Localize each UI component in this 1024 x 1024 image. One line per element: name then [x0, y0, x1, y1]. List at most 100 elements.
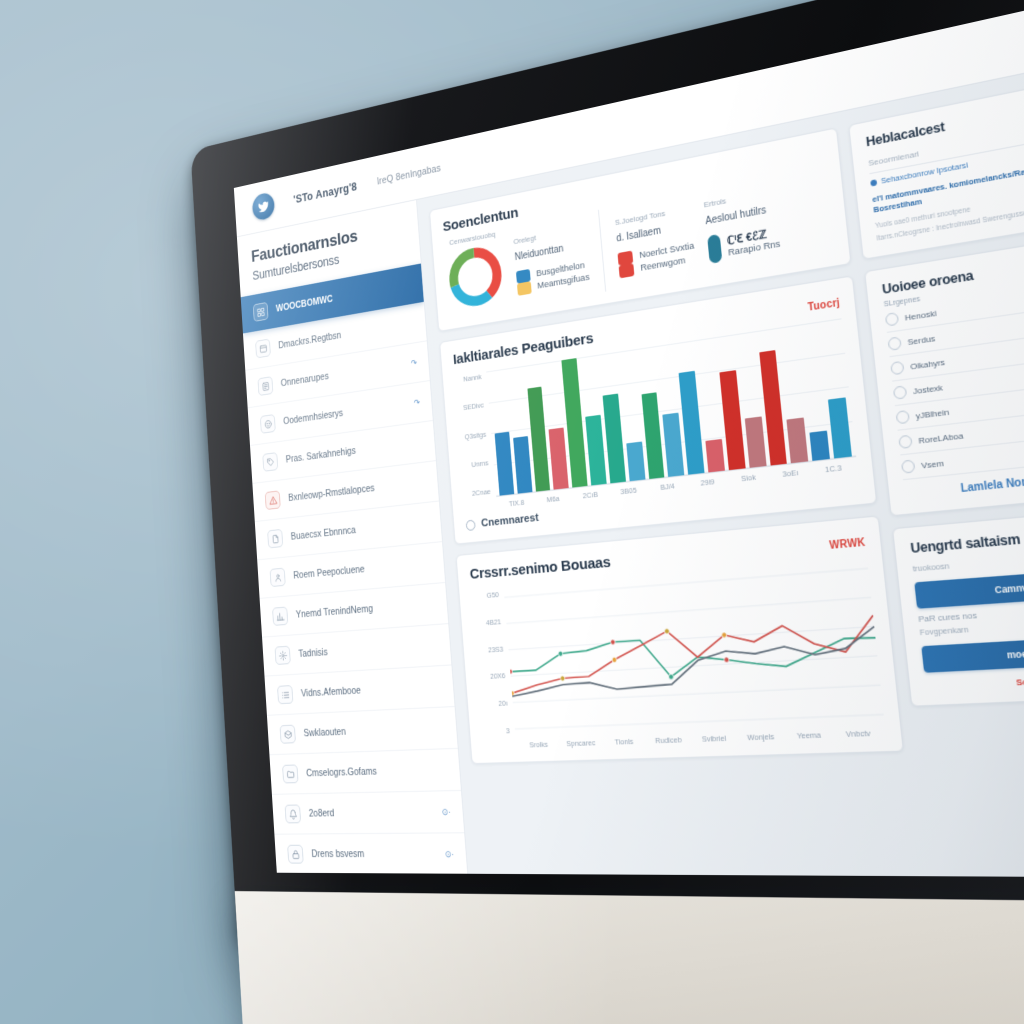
sidebar-item-14[interactable]: Drens bsvesm ⊙·	[274, 833, 468, 874]
bar-1[interactable]	[513, 436, 533, 494]
sidebar-item-label: Swklaouten	[303, 726, 347, 740]
bar-5[interactable]	[585, 414, 607, 486]
panel-top-link[interactable]: Sehaxcbonrow Ipsotarsi	[870, 136, 1024, 192]
list-item-label: yJBlhein	[915, 407, 950, 421]
panel-form: Uengrtd saltaism truokoosn Camnvocs PaR …	[891, 506, 1024, 708]
line-x-tick-3: Rudlceb	[654, 735, 683, 746]
panel-form-note: PaR cures nos	[918, 601, 1024, 625]
list-item-label: Serdus	[907, 333, 936, 348]
line-chart-plot	[504, 560, 885, 737]
sidebar-item-label: Oodemnhsiesrys	[282, 407, 344, 428]
line-marker-0-4[interactable]	[610, 639, 615, 645]
bar-y-tick-0: Nannk	[462, 372, 482, 384]
bar-3[interactable]	[548, 427, 569, 490]
box-icon	[279, 724, 296, 744]
list-item[interactable]: Serdus	[886, 303, 1024, 358]
circle-icon	[465, 519, 476, 531]
sidebar-item-label: Drens bsvesm	[311, 848, 365, 860]
sidebar-item-badge: ⊙·	[441, 806, 452, 817]
legend-rows: Busgelthelon Meamtsgifuas	[515, 258, 590, 296]
panel-form-primary-button[interactable]: Camnvocs	[914, 566, 1024, 610]
line-y-tick-2: 23S3	[487, 644, 504, 654]
line-marker-0-8[interactable]	[724, 657, 729, 663]
sidebar-item-chevron-icon[interactable]: ↷	[410, 357, 418, 368]
bar-y-tick-1: SEDivc	[462, 400, 485, 413]
gear-icon	[274, 645, 291, 665]
line-y-tick-5: 3	[505, 726, 511, 736]
panel-form-second-button[interactable]: moenchl	[921, 634, 1024, 674]
bar-16[interactable]	[809, 430, 831, 461]
bar-10[interactable]	[678, 370, 705, 475]
line-y-tick-0: G50	[486, 590, 500, 600]
list-item[interactable]: Vsem	[900, 432, 1024, 481]
monitor-device: 'STo Anayrg'8 lreQ 8enlngabas Fauctionar…	[190, 0, 1024, 1024]
doc-icon	[267, 528, 284, 549]
panel-form-title: Uengrtd saltaism	[909, 531, 1022, 557]
sidebar-item-label: Pras. Sarkahnehigs	[285, 445, 357, 466]
line-y-tick-1: 4B21	[485, 617, 502, 627]
list-item[interactable]: Henoski	[884, 277, 1024, 334]
list-icon	[277, 685, 294, 705]
kpi2-swatch	[618, 262, 635, 278]
panel-top: Heblacalcest Seoormienari Sehaxcbonrow I…	[848, 76, 1024, 261]
list-item[interactable]: yJBlhein	[895, 380, 1024, 432]
panel-list: Uoioee oroena SLrgepnes Isvoe Henoski Ser…	[864, 232, 1024, 517]
sidebar-item-11[interactable]: Swklaouten	[266, 707, 458, 756]
kpi-group-2: S.Joelogd Tons d. Isallaem Noerlct Svxti…	[614, 204, 696, 278]
alert-icon	[264, 490, 281, 510]
panel-form-note-strong: PaR	[917, 613, 937, 625]
sidebar-item-label: Ynemd TrenindNemg	[295, 603, 374, 621]
bar-11[interactable]	[705, 438, 725, 473]
panel-form-error: Sofoel	[1015, 676, 1024, 689]
bar-0[interactable]	[494, 431, 515, 496]
sidebar-item-chevron-icon[interactable]: ↷	[413, 397, 421, 408]
kpi3-pill-icon	[706, 233, 723, 264]
sidebar-item-label: Bxnleowp-Rmstlalopces	[287, 482, 375, 504]
bar-x-tick-7: 3oEı	[782, 467, 799, 479]
kpi3-text: ℂᴵℇ €ℰℤ Rarapio Rns	[726, 225, 781, 259]
bar-6[interactable]	[602, 393, 626, 484]
list-item[interactable]: Jostexk	[892, 354, 1024, 407]
circle-icon	[898, 435, 913, 450]
bird-logo-icon[interactable]	[251, 190, 276, 222]
line-chart-title: Crssrr.senimo Bouaas	[469, 553, 612, 583]
bar-x-tick-3: 3B05	[620, 485, 638, 497]
main-column-left: Soenclentun Cenwarsiouobq Orelegt Nleidu…	[429, 127, 916, 865]
bar-x-tick-1: M6a	[546, 493, 560, 505]
bar-17[interactable]	[827, 397, 852, 459]
sidebar-item-label: Buaecsx Ebnnnca	[290, 524, 357, 543]
folder-icon	[282, 764, 299, 784]
tag-icon	[262, 452, 279, 472]
bar-13[interactable]	[744, 416, 767, 468]
sidebar-item-12[interactable]: Cmselogrs.Gofams	[269, 748, 462, 795]
top-nav-item[interactable]: lreQ 8enlngabas	[376, 162, 442, 187]
panel-list-title: Uoioee oroena	[881, 268, 975, 298]
panel-top-field[interactable]: Seoormienari	[867, 113, 1024, 175]
line-marker-1-2[interactable]	[560, 676, 565, 681]
list-item[interactable]: RoreLAboa	[897, 406, 1024, 456]
bar-chart-footer-label: Cnemnarest	[480, 511, 540, 530]
bar-12[interactable]	[719, 370, 746, 471]
kpi3-caption: Rarapio Rns	[727, 238, 781, 259]
line-gridline-2	[509, 627, 875, 650]
note-icon	[257, 376, 274, 397]
bar-y-tick-4: 2Cnae	[471, 487, 491, 498]
bar-14[interactable]	[758, 350, 788, 466]
bar-chart-action[interactable]: Tuocrj	[807, 296, 841, 314]
bar-15[interactable]	[786, 417, 809, 464]
panel-list-footer[interactable]: Lamlela Nonwatg	[960, 474, 1024, 496]
bullet-icon	[870, 178, 878, 187]
legend-swatch	[516, 280, 532, 296]
line-marker-1-8[interactable]	[721, 632, 726, 638]
line-marker-0-2[interactable]	[558, 651, 563, 656]
bar-9[interactable]	[662, 412, 685, 477]
list-item[interactable]: Oikahyrs	[889, 329, 1024, 383]
circle-icon	[901, 459, 916, 475]
person-icon	[269, 567, 286, 588]
panel-top-muted-1: Yuols oae0 methuri snootpene	[874, 206, 971, 231]
sidebar-item-13[interactable]: 2o8erd ⊙·	[271, 790, 465, 835]
line-marker-1-4[interactable]	[612, 657, 617, 663]
monitor-chin	[234, 891, 1024, 1024]
panel-top-link-label: Sehaxcbonrow Ipsotarsi	[880, 160, 969, 186]
